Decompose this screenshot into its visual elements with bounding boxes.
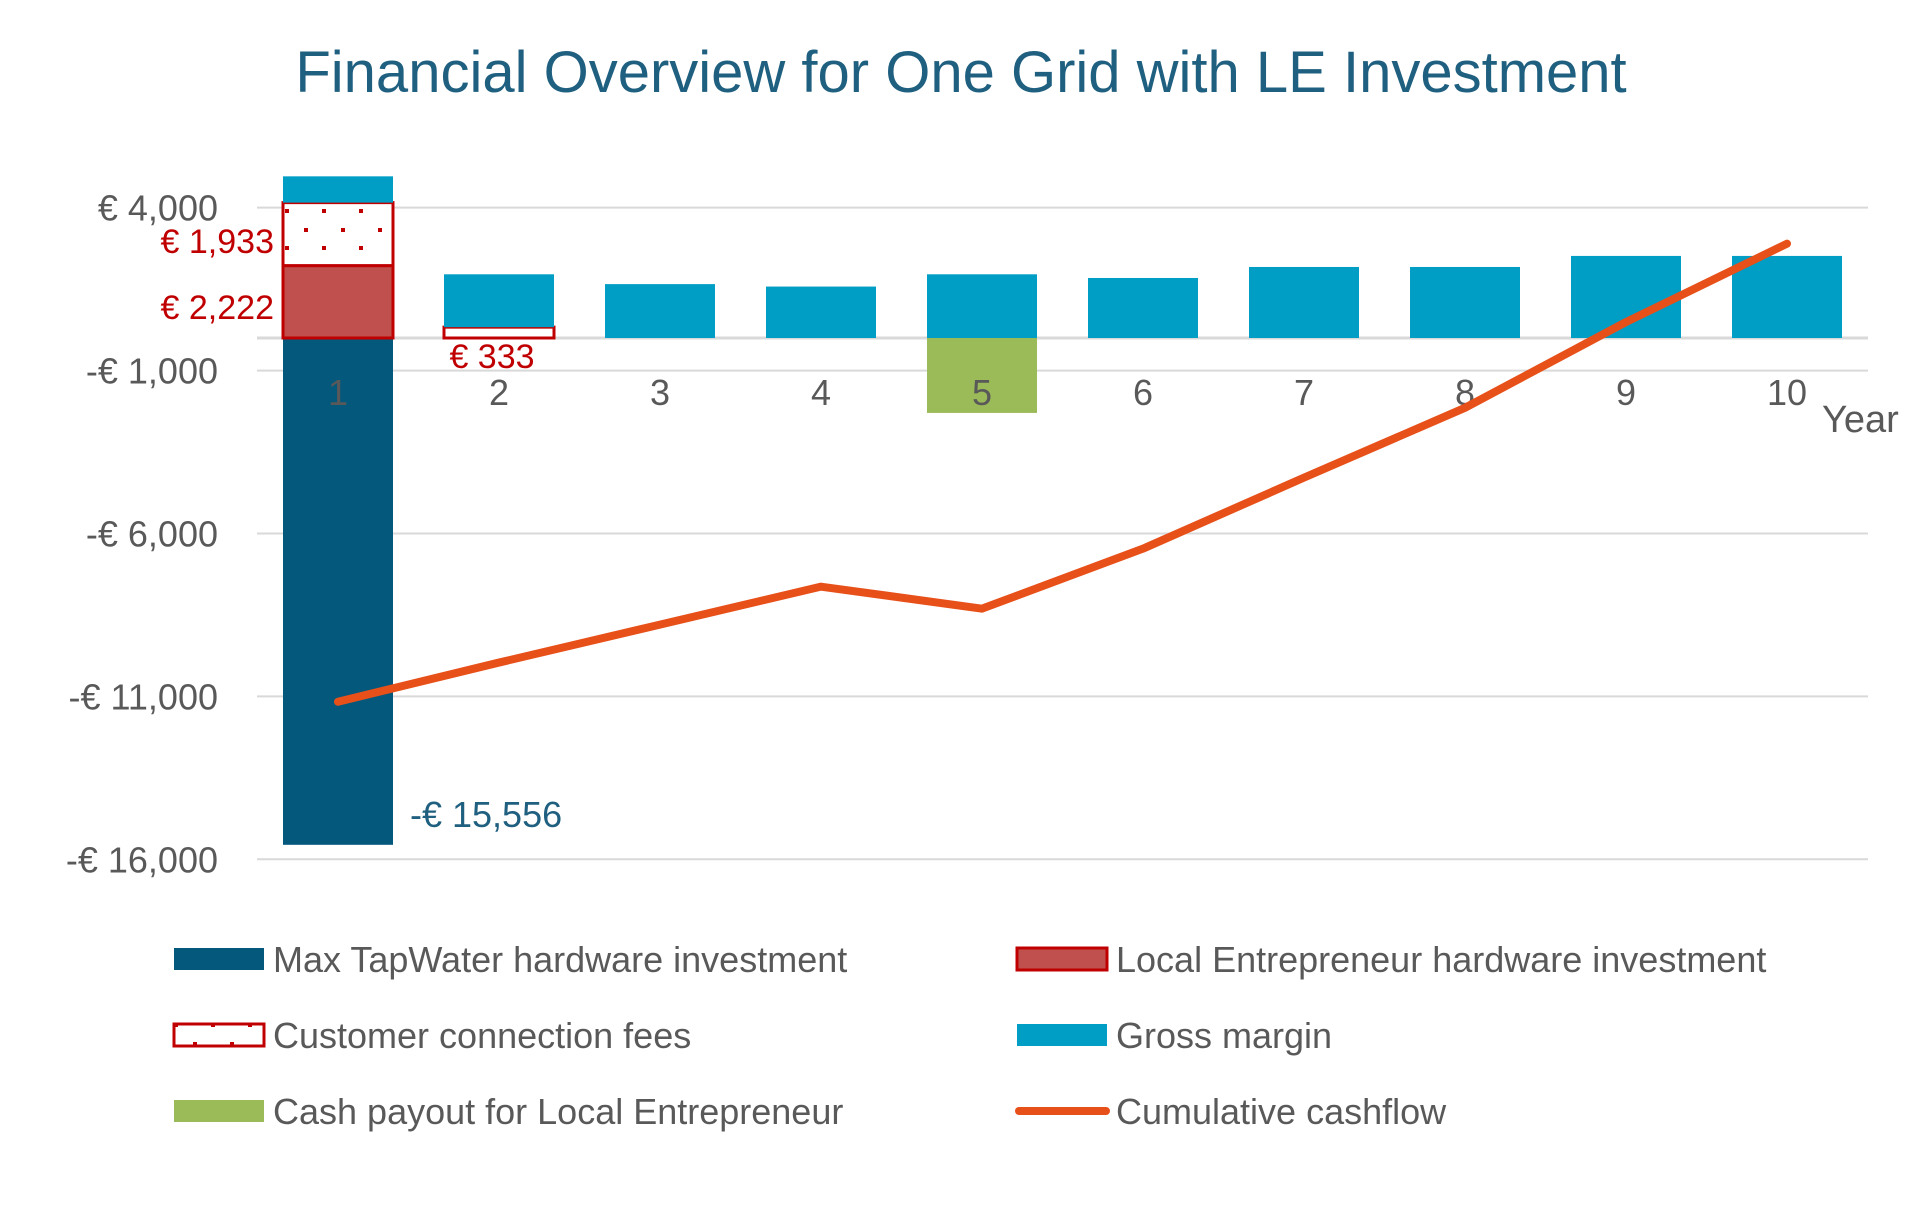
legend-swatch-gross-margin bbox=[1017, 1024, 1107, 1046]
bar-gross-margin-year-2 bbox=[444, 274, 554, 328]
legend-swatch-customer-connection-fees bbox=[172, 1022, 266, 1048]
x-tick-label: 9 bbox=[1616, 372, 1636, 413]
x-tick-label: 10 bbox=[1767, 372, 1807, 413]
x-tick-label: 2 bbox=[489, 372, 509, 413]
y-tick-label: -€ 16,000 bbox=[66, 839, 218, 880]
y-tick-label: -€ 1,000 bbox=[86, 351, 218, 392]
y-tick-label: -€ 6,000 bbox=[86, 513, 218, 554]
x-tick-label: 3 bbox=[650, 372, 670, 413]
bar-customer-connection-fees-year-2 bbox=[442, 325, 556, 340]
data-label-connection-fees-year-2: € 333 bbox=[449, 338, 534, 376]
x-tick-label: 6 bbox=[1133, 372, 1153, 413]
y-tick-label: € 4,000 bbox=[98, 188, 218, 229]
data-label-max-hardware-year-1: -€ 15,556 bbox=[410, 794, 562, 835]
bar-gross-margin-year-8 bbox=[1410, 266, 1520, 338]
bar-local-entrepreneur-hardware-investment-year-1 bbox=[281, 264, 395, 340]
x-tick-label: 1 bbox=[328, 372, 348, 413]
bar-cash-payout-for-local-entrepreneur-year-5 bbox=[927, 338, 1037, 413]
legend-label-gross-margin: Gross margin bbox=[1116, 1015, 1332, 1056]
bar-gross-margin-year-5 bbox=[927, 274, 1037, 338]
legend-swatch-local-entrepreneur-hardware-investment bbox=[1015, 946, 1109, 972]
bar-gross-margin-year-6 bbox=[1088, 277, 1198, 338]
bar-max-tapwater-hardware-investment-year-1 bbox=[283, 338, 393, 845]
legend-label-local-entrepreneur-hardware-investment: Local Entrepreneur hardware investment bbox=[1116, 939, 1766, 980]
legend-swatch-cash-payout-for-local-entrepreneur bbox=[174, 1100, 264, 1122]
legend-label-max-tapwater-hardware-investment: Max TapWater hardware investment bbox=[273, 939, 847, 980]
chart-title: Financial Overview for One Grid with LE … bbox=[295, 40, 1626, 105]
legend-swatch-max-tapwater-hardware-investment bbox=[174, 948, 264, 970]
bar-gross-margin-year-4 bbox=[766, 286, 876, 338]
legend-label-customer-connection-fees: Customer connection fees bbox=[273, 1015, 691, 1056]
y-tick-label: -€ 11,000 bbox=[69, 676, 218, 717]
bar-gross-margin-year-1 bbox=[283, 176, 393, 203]
data-label-connection-fees-year-1: € 1,933 bbox=[161, 223, 274, 261]
x-axis-title: Year bbox=[1822, 399, 1899, 441]
legend-label-cash-payout-for-local-entrepreneur: Cash payout for Local Entrepreneur bbox=[273, 1091, 843, 1132]
x-tick-label: 4 bbox=[811, 372, 831, 413]
cumulative-cashflow-line bbox=[334, 239, 1791, 706]
x-tick-label: 7 bbox=[1294, 372, 1314, 413]
legend-label-cumulative-cashflow: Cumulative cashflow bbox=[1116, 1091, 1447, 1132]
bar-gross-margin-year-3 bbox=[605, 284, 715, 338]
bar-customer-connection-fees-year-1 bbox=[281, 201, 395, 268]
x-tick-label: 5 bbox=[972, 372, 992, 413]
bar-gross-margin-year-10 bbox=[1732, 255, 1842, 338]
data-label-le-hardware-year-1: € 2,222 bbox=[161, 289, 274, 327]
bar-gross-margin-year-7 bbox=[1249, 266, 1359, 338]
